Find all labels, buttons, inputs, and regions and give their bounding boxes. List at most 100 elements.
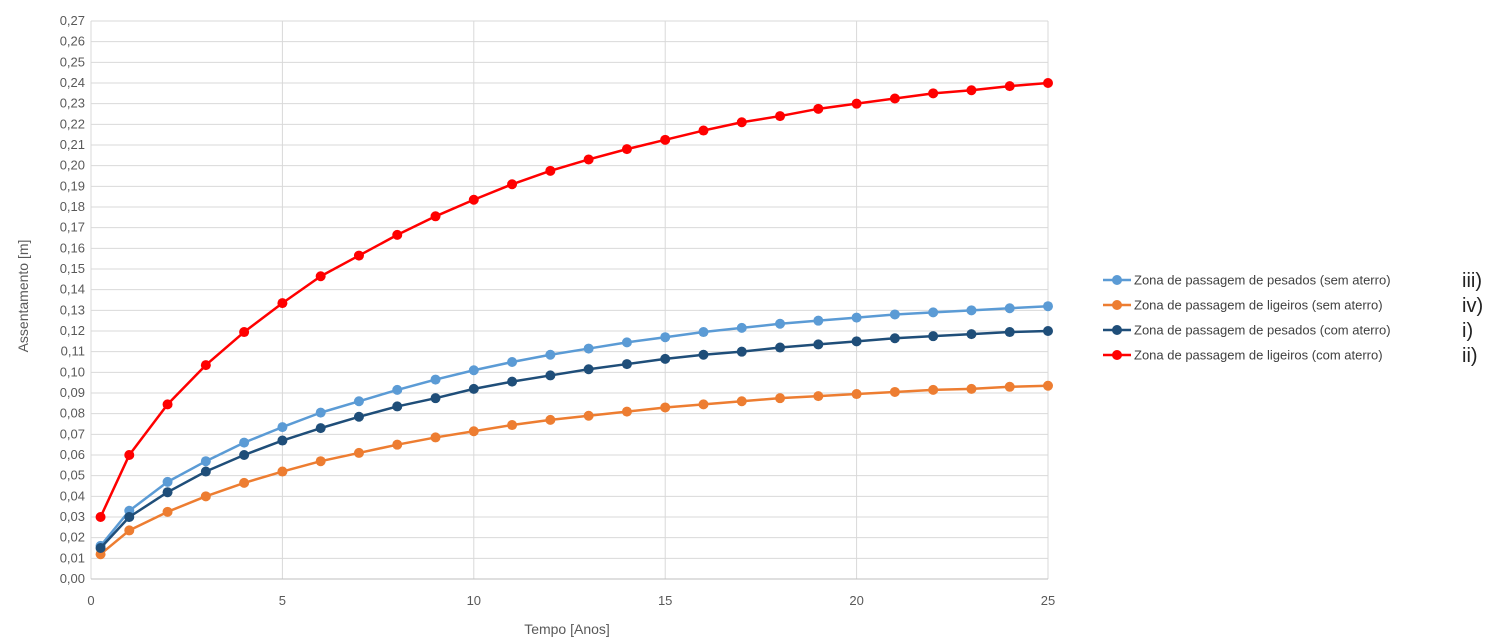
data-point <box>583 343 594 354</box>
data-point <box>545 414 556 425</box>
axes: 0,00 0,01 0,02 0,03 0,04 0,05 0,06 0,07 0,08 0,09… <box>60 13 1056 608</box>
data-point <box>239 437 250 448</box>
data-point <box>813 339 824 350</box>
data-point <box>660 402 671 413</box>
legend-entry: Zona de passagem de pesados (com aterro)… <box>1103 320 1473 342</box>
data-point <box>851 312 862 323</box>
data-point <box>353 396 364 407</box>
legend-tag: iii) <box>1462 270 1482 292</box>
data-point <box>162 399 173 410</box>
data-point <box>315 456 326 467</box>
data-point <box>239 477 250 488</box>
data-point <box>200 360 211 371</box>
data-point <box>1043 380 1053 391</box>
data-point <box>392 229 403 240</box>
data-point <box>507 179 518 190</box>
data-point <box>1043 301 1053 312</box>
data-point <box>736 346 747 357</box>
data-point <box>966 329 977 340</box>
data-point <box>928 307 939 318</box>
data-point <box>507 357 518 367</box>
data-point <box>966 85 977 96</box>
y-tick-label: 0,13 <box>60 302 85 317</box>
data-point <box>698 125 709 136</box>
data-point <box>353 447 364 458</box>
y-tick-label: 0,25 <box>60 54 85 69</box>
data-point <box>775 111 786 122</box>
data-point <box>660 134 671 145</box>
legend-marker <box>1112 300 1122 310</box>
data-point <box>124 525 135 536</box>
legend-entry: Zona de passagem de pesados (sem aterro)… <box>1103 270 1482 292</box>
data-point <box>775 318 786 329</box>
data-point <box>468 365 479 376</box>
data-point <box>392 384 403 395</box>
y-tick-label: 0,21 <box>60 137 85 152</box>
data-point <box>889 386 900 397</box>
data-point <box>1004 303 1015 314</box>
data-point <box>545 165 556 176</box>
y-tick-label: 0,17 <box>60 220 85 235</box>
y-tick-label: 0,00 <box>60 571 85 586</box>
y-axis-title: Assentamento [m] <box>15 240 31 353</box>
data-point <box>277 422 288 433</box>
data-point <box>353 411 364 422</box>
series-line <box>99 304 1049 547</box>
data-point <box>277 466 288 477</box>
data-point <box>239 327 250 338</box>
y-tick-label: 0,07 <box>60 426 85 441</box>
data-point <box>315 423 326 434</box>
grid <box>90 20 1049 580</box>
series-layer <box>95 78 1053 560</box>
data-point <box>468 383 479 394</box>
data-point <box>736 322 747 333</box>
legend-marker <box>1112 275 1122 285</box>
y-tick-label: 0,03 <box>60 509 85 524</box>
data-point <box>124 450 135 460</box>
data-point <box>353 250 364 261</box>
data-point <box>813 315 824 326</box>
x-tick-label: 25 <box>1041 593 1055 608</box>
data-point <box>660 353 671 364</box>
y-tick-label: 0,19 <box>60 178 85 193</box>
y-tick-label: 0,01 <box>60 550 85 565</box>
y-tick-label: 0,18 <box>60 199 85 214</box>
data-point <box>928 331 939 342</box>
data-point <box>583 364 594 375</box>
data-point <box>698 349 709 360</box>
data-point <box>660 332 671 343</box>
data-point <box>736 117 747 128</box>
series-line <box>99 329 1049 549</box>
legend-marker <box>1112 350 1122 360</box>
data-point <box>1043 326 1053 336</box>
x-tick-label: 0 <box>87 593 94 608</box>
data-point <box>430 374 441 385</box>
legend: Zona de passagem de pesados (sem aterro)… <box>1103 270 1483 367</box>
x-tick-label: 15 <box>658 593 672 608</box>
data-point <box>124 512 135 522</box>
data-point <box>468 194 479 205</box>
y-tick-label: 0,06 <box>60 447 85 462</box>
data-point <box>583 154 594 165</box>
data-point <box>162 487 173 498</box>
data-point <box>162 476 173 487</box>
legend-label: Zona de passagem de pesados (sem aterro) <box>1134 273 1391 288</box>
legend-tag: i) <box>1462 320 1473 342</box>
y-tick-label: 0,08 <box>60 406 85 421</box>
data-point <box>507 376 518 387</box>
data-point <box>239 450 250 460</box>
data-point <box>468 426 479 437</box>
data-point <box>392 439 403 450</box>
data-point <box>621 337 632 348</box>
data-point <box>813 103 824 114</box>
data-point <box>851 98 862 109</box>
legend-entry: Zona de passagem de ligeiros (com aterro… <box>1103 345 1478 367</box>
data-point <box>775 393 786 404</box>
x-tick-label: 10 <box>467 593 481 608</box>
data-point <box>583 410 594 421</box>
data-point <box>277 435 288 446</box>
data-point <box>95 543 106 553</box>
y-tick-label: 0,26 <box>60 34 85 49</box>
series-line <box>99 81 1049 518</box>
